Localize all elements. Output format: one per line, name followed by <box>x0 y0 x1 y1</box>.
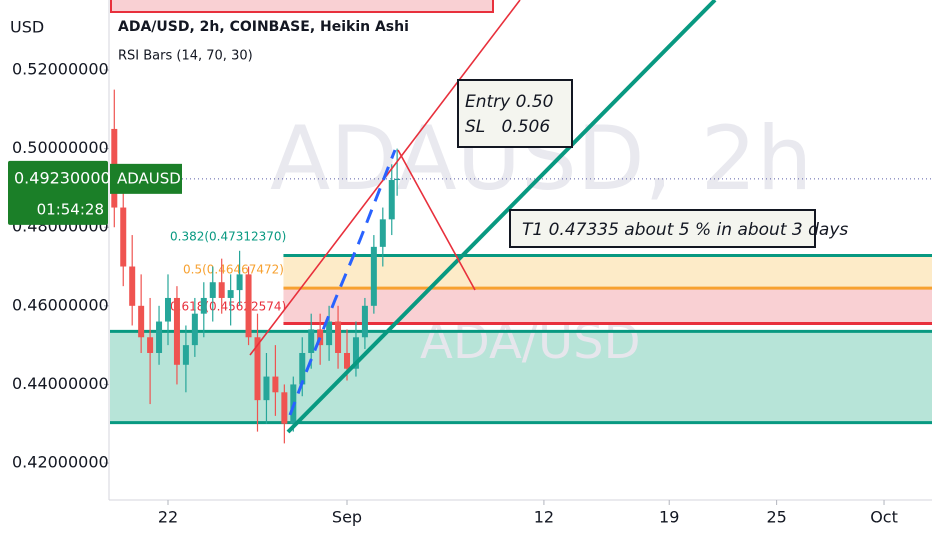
countdown: 01:54:28 <box>37 200 104 218</box>
price-label-box <box>8 160 108 225</box>
candle-body <box>200 297 207 314</box>
y-tick-label: 0.50000000 <box>12 138 109 157</box>
candle-body <box>379 219 386 247</box>
candle-body <box>245 274 252 338</box>
x-tick-label: Sep <box>332 508 362 527</box>
x-tick-label: 19 <box>659 508 679 527</box>
candle-body <box>308 329 315 353</box>
note-box <box>509 209 816 248</box>
x-tick-label: 12 <box>534 508 554 527</box>
candle-body <box>317 329 324 346</box>
candle-body <box>281 392 288 424</box>
price-axis <box>0 0 108 550</box>
chart-title: ADA/USD, 2h, COINBASE, Heikin Ashi <box>118 19 409 35</box>
trend-line <box>397 149 476 291</box>
candle-body <box>138 305 145 338</box>
note-box <box>457 79 573 148</box>
sl-note: SL 0.506 <box>465 117 550 137</box>
candle-body <box>388 180 395 220</box>
trend-line <box>286 0 717 434</box>
candle-body <box>394 178 401 181</box>
zone <box>283 255 932 289</box>
fib-label: 0.618(0.45622574) <box>170 300 286 314</box>
last-price-label: 0.49230000 <box>14 168 111 187</box>
x-tick-label: 25 <box>766 508 786 527</box>
candle-body <box>352 337 359 369</box>
y-tick-label: 0.42000000 <box>12 453 109 472</box>
indicator: RSI Bars (14, 70, 30) <box>118 49 253 64</box>
candle-body <box>370 246 377 306</box>
y-tick-label: 0.44000000 <box>12 374 109 393</box>
candle-body <box>326 321 333 346</box>
x-tick-label: 22 <box>158 508 178 527</box>
candle-body <box>173 297 180 365</box>
zone <box>283 288 932 324</box>
candle-body <box>254 337 261 401</box>
fib-label: 0.382(0.47312370) <box>170 230 286 244</box>
candle-body <box>191 313 198 346</box>
symbol-label: ADAUSD <box>117 169 181 187</box>
dashed-trend <box>288 149 397 416</box>
symbol-tag <box>110 163 182 194</box>
entry-note: Entry 0.50 <box>465 92 554 112</box>
candle-body <box>272 376 279 393</box>
candle-body <box>344 352 351 369</box>
candle-body <box>147 337 154 353</box>
candle-body <box>164 297 171 322</box>
y-tick-label: 0.46000000 <box>12 295 109 314</box>
x-tick-label: Oct <box>870 508 898 527</box>
candle-body <box>361 305 368 338</box>
candle-body <box>263 376 270 401</box>
top-box <box>110 0 494 13</box>
candle-body <box>299 352 306 385</box>
currency: USD <box>10 18 44 37</box>
candle-body <box>227 290 234 298</box>
y-tick-label: 0.52000000 <box>12 59 109 78</box>
candle-body <box>129 266 136 306</box>
fib-label: 0.5(0.46467472) <box>183 263 284 277</box>
candle-body <box>156 321 163 353</box>
candle-body <box>236 274 243 291</box>
zone <box>110 331 932 423</box>
candle-body <box>182 345 189 365</box>
candle-body <box>335 321 342 353</box>
candle-body <box>218 282 225 298</box>
candle-body <box>209 282 216 298</box>
target-note: T1 0.47335 about 5 % in about 3 days <box>522 220 848 240</box>
candle-body <box>120 207 127 267</box>
